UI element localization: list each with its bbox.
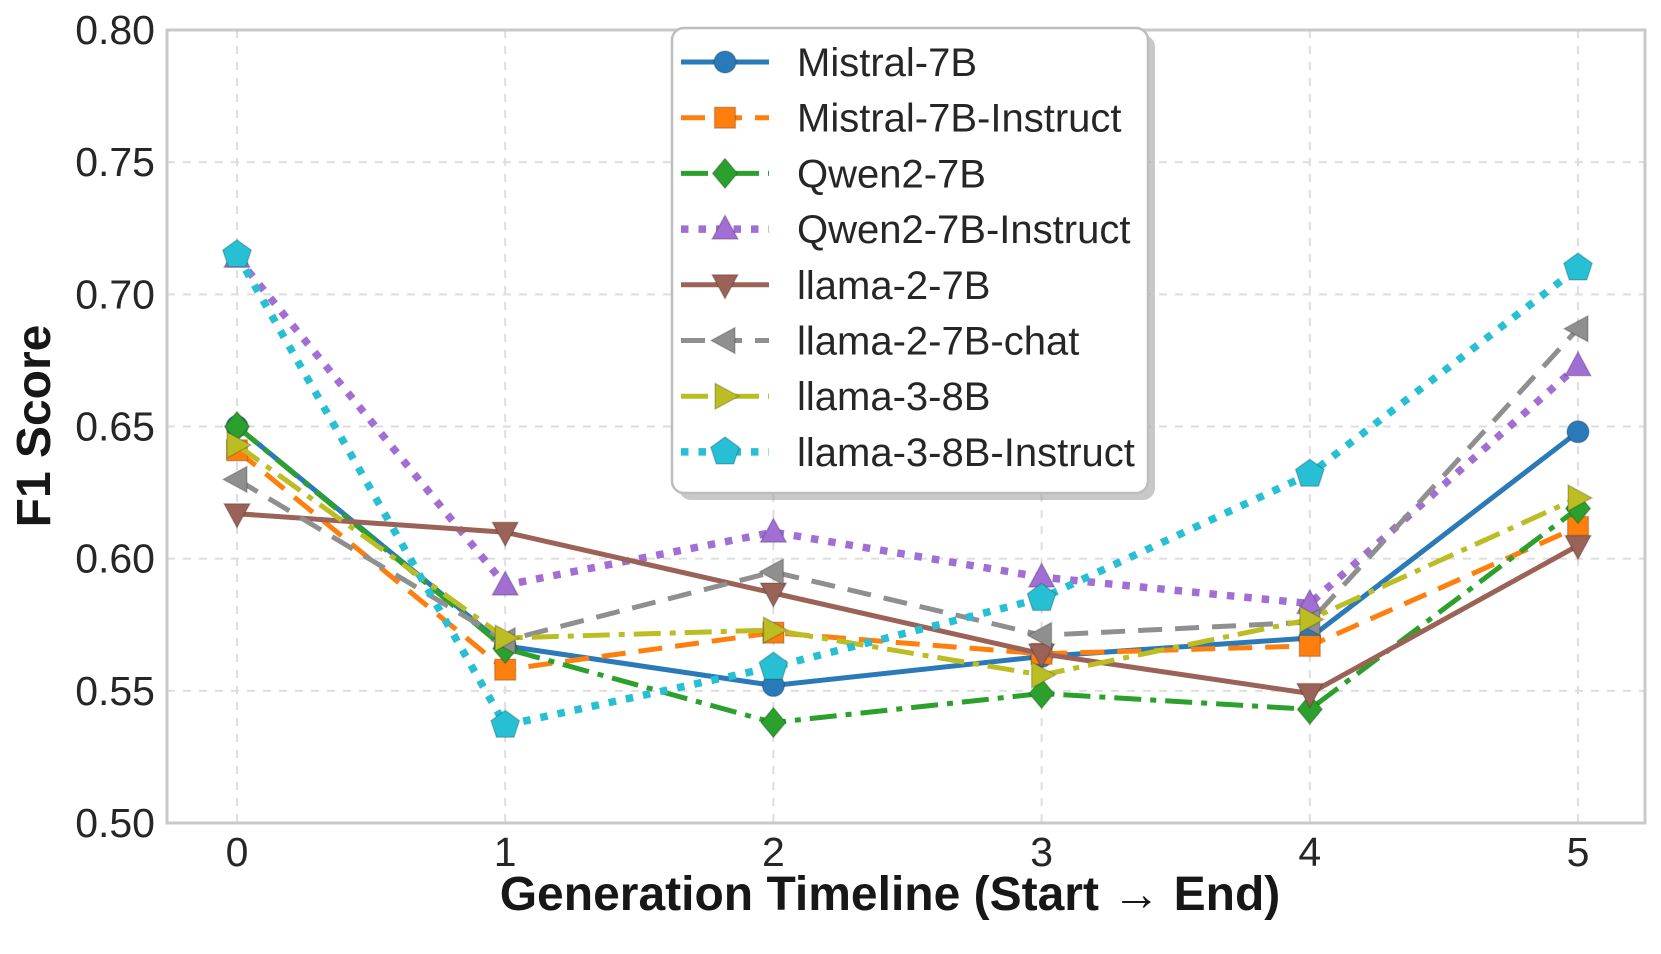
series-llama-3-8B-Instruct — [221, 238, 1594, 739]
data-point-triangle-down-marker — [222, 502, 252, 530]
y-tick-label: 0.80 — [75, 7, 155, 53]
data-point-triangle-left-marker — [221, 465, 248, 494]
data-point-triangle-left-marker — [757, 557, 785, 587]
data-point-triangle-left-marker — [1562, 314, 1589, 343]
data-point-pentagon-marker — [1562, 251, 1594, 281]
data-point-triangle-right-marker — [762, 615, 789, 645]
series-line — [235, 442, 1580, 678]
axes-layer: 0.50 0.55 0.60 0.65 0.70 0.75 0.80 0 1 2 3 4 5 — [75, 7, 1647, 875]
y-axis-title: F1 Score — [8, 325, 61, 528]
data-point-triangle-right-marker — [226, 430, 253, 460]
legend-box — [670, 26, 1150, 495]
data-point-triangle-right-marker — [1567, 483, 1594, 513]
data-point-triangle-right-marker — [1030, 660, 1058, 690]
legend-triangle-up-marker — [710, 213, 740, 240]
legend-circle-marker — [713, 50, 737, 74]
data-point-triangle-up-marker — [759, 516, 788, 543]
legend-label: llama-2-7B-chat — [797, 320, 1079, 364]
x-tick-label: 0 — [226, 829, 249, 875]
legend-label: llama-3-8B-Instruct — [797, 431, 1135, 475]
legend-triangle-down-marker — [710, 274, 740, 301]
data-point-triangle-down-marker — [759, 582, 788, 609]
legend-item-Mistral-7B: Mistral-7B — [681, 41, 977, 85]
x-tick-label: 1 — [494, 829, 517, 875]
data-point-triangle-down-marker — [490, 521, 520, 548]
series-layer — [221, 238, 1594, 739]
x-tick-label: 3 — [1030, 829, 1053, 875]
legend-item-Qwen2-7B: Qwen2-7B — [681, 152, 986, 196]
y-tick-label: 0.50 — [75, 800, 155, 846]
data-point-pentagon-marker — [1026, 582, 1057, 612]
legend-item-Qwen2-7B-Instruct: Qwen2-7B-Instruct — [681, 208, 1130, 252]
legend-pentagon-marker — [709, 435, 741, 465]
y-tick-label: 0.65 — [75, 404, 155, 450]
data-point-diamond-marker — [1028, 677, 1056, 710]
data-point-diamond-marker — [1296, 693, 1324, 726]
series-line — [235, 448, 1580, 673]
legend-item-llama-3-8B: llama-3-8B — [681, 375, 990, 419]
data-point-triangle-down-marker — [1563, 534, 1593, 562]
series-line — [235, 424, 1580, 689]
legend: Mistral-7B Mistral-7B-Instruct Qwen2-7B Qwe… — [670, 26, 1155, 500]
legend-triangle-right-marker — [714, 381, 741, 411]
data-point-triangle-right-marker — [1299, 605, 1326, 634]
legend-item-llama-2-7B: llama-2-7B — [681, 264, 990, 308]
data-point-pentagon-marker — [1294, 458, 1325, 487]
y-tick-label: 0.60 — [75, 536, 155, 582]
legend-item-llama-3-8B-Instruct: llama-3-8B-Instruct — [681, 431, 1135, 475]
series-line — [236, 511, 1580, 697]
x-tick-label: 2 — [762, 829, 785, 875]
legend-label: Qwen2-7B — [797, 152, 986, 196]
y-tick-label: 0.75 — [75, 139, 155, 185]
legend-label: Qwen2-7B-Instruct — [797, 208, 1130, 252]
legend-label: llama-3-8B — [797, 375, 990, 419]
legend-square-marker — [713, 106, 737, 129]
data-point-triangle-down-marker — [1295, 682, 1325, 710]
legend-triangle-left-marker — [709, 326, 736, 355]
data-point-triangle-up-marker — [1563, 350, 1593, 377]
y-tick-label: 0.55 — [75, 668, 155, 714]
series-llama-2-7B — [222, 502, 1593, 710]
x-tick-label: 5 — [1567, 829, 1590, 875]
x-tick-label: 4 — [1298, 829, 1321, 875]
data-point-pentagon-marker — [758, 651, 789, 680]
data-point-triangle-right-marker — [494, 623, 521, 653]
data-point-triangle-left-marker — [1026, 621, 1053, 650]
data-point-pentagon-marker — [490, 709, 521, 739]
y-tick-label: 0.70 — [75, 271, 155, 317]
legend-label: Mistral-7B-Instruct — [797, 97, 1122, 141]
data-point-triangle-down-marker — [1027, 643, 1056, 670]
legend-label: llama-2-7B — [797, 264, 990, 308]
series-line — [235, 327, 1580, 644]
legend-item-llama-2-7B-chat: llama-2-7B-chat — [681, 320, 1079, 364]
data-point-pentagon-marker — [221, 238, 253, 268]
data-point-triangle-up-marker — [490, 569, 520, 596]
series-llama-3-8B — [226, 430, 1594, 690]
data-point-square-marker — [1298, 634, 1322, 658]
legend-diamond-marker — [711, 157, 739, 190]
data-point-diamond-marker — [759, 706, 787, 739]
data-point-circle-marker — [1566, 420, 1590, 444]
legend-item-Mistral-7B-Instruct: Mistral-7B-Instruct — [681, 97, 1122, 141]
legend-label: Mistral-7B — [797, 41, 977, 85]
x-axis-title: Generation Timeline (Start → End) — [500, 868, 1281, 921]
